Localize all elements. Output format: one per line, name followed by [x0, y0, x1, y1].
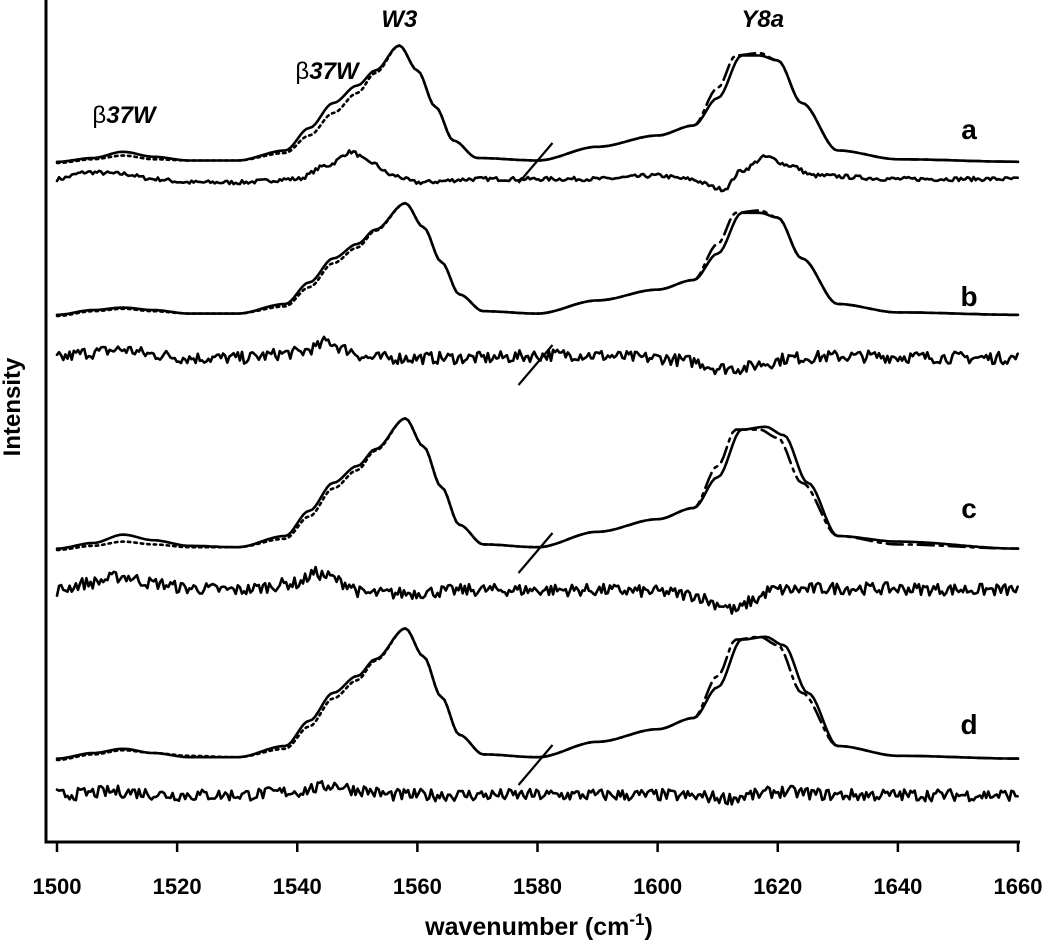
panel-label-c: c [961, 493, 977, 524]
trace-d-solid [55, 627, 1020, 760]
x-tick-label-1580: 1580 [513, 874, 562, 899]
trace-d-difference [55, 780, 1019, 806]
trace-c-solid [55, 417, 1020, 550]
panel-a: a [55, 44, 1020, 193]
trace-a-solid [55, 44, 1020, 164]
y-axis-label: Intensity [0, 357, 26, 456]
plot-area: a b c d [55, 44, 1020, 806]
x-tick-label-1660: 1660 [994, 874, 1043, 899]
trace-d-dotted [55, 627, 539, 762]
band-label-text: Y8a [741, 6, 784, 33]
panel-d: d [55, 627, 1020, 806]
axis-break-b [517, 344, 554, 386]
x-tick-label-1620: 1620 [753, 874, 802, 899]
panel-b: b [55, 201, 1020, 386]
x-tick-label-1520: 1520 [153, 874, 202, 899]
axis-break-a [517, 142, 554, 184]
band-label-text: 37W [106, 102, 158, 129]
trace-c-dashdot [536, 428, 1020, 550]
trace-a-dashdot [536, 51, 1020, 164]
trace-b-difference [55, 335, 1019, 376]
x-tick-label-1540: 1540 [273, 874, 322, 899]
x-axis-ticks: 1500 1520 1540 1560 1580 1600 1620 1640 1660 [33, 842, 1043, 899]
band-label-beta-37w: β37W [92, 102, 158, 129]
x-tick-label-1500: 1500 [33, 874, 82, 899]
panel-label-b: b [960, 281, 977, 312]
trace-a-difference [55, 149, 1019, 193]
band-label-text: W3 [381, 6, 418, 33]
trace-b-dotted [55, 201, 539, 318]
x-axis-label-main: wavenumber (cm [424, 913, 629, 941]
x-axis-label-close: ) [645, 913, 653, 941]
x-axis-label-sup: -1 [629, 910, 644, 929]
x-tick-label-1640: 1640 [873, 874, 922, 899]
band-label-text: 37W [309, 58, 361, 85]
x-tick-label-1560: 1560 [393, 874, 442, 899]
band-label-prefix: β [92, 102, 106, 129]
trace-b-solid [55, 201, 1020, 317]
trace-c-difference [55, 565, 1019, 615]
trace-d-dashdot [536, 635, 1020, 760]
trace-c-dotted [55, 417, 539, 552]
band-label-beta-37w-2: β37W [295, 58, 361, 85]
band-label-w3: W3 [381, 6, 418, 33]
axis-break-c [517, 532, 554, 574]
axis-break-d [517, 744, 554, 786]
panel-label-a: a [961, 114, 977, 145]
trace-a-dotted [55, 44, 539, 165]
x-axis-label: wavenumber (cm-1) [424, 910, 653, 941]
x-tick-label-1600: 1600 [633, 874, 682, 899]
trace-b-dashdot [536, 209, 1020, 317]
band-label-prefix: β [295, 58, 309, 85]
panel-c: c [55, 417, 1020, 615]
panel-label-d: d [960, 709, 977, 740]
band-label-y8a: Y8a [741, 6, 784, 33]
